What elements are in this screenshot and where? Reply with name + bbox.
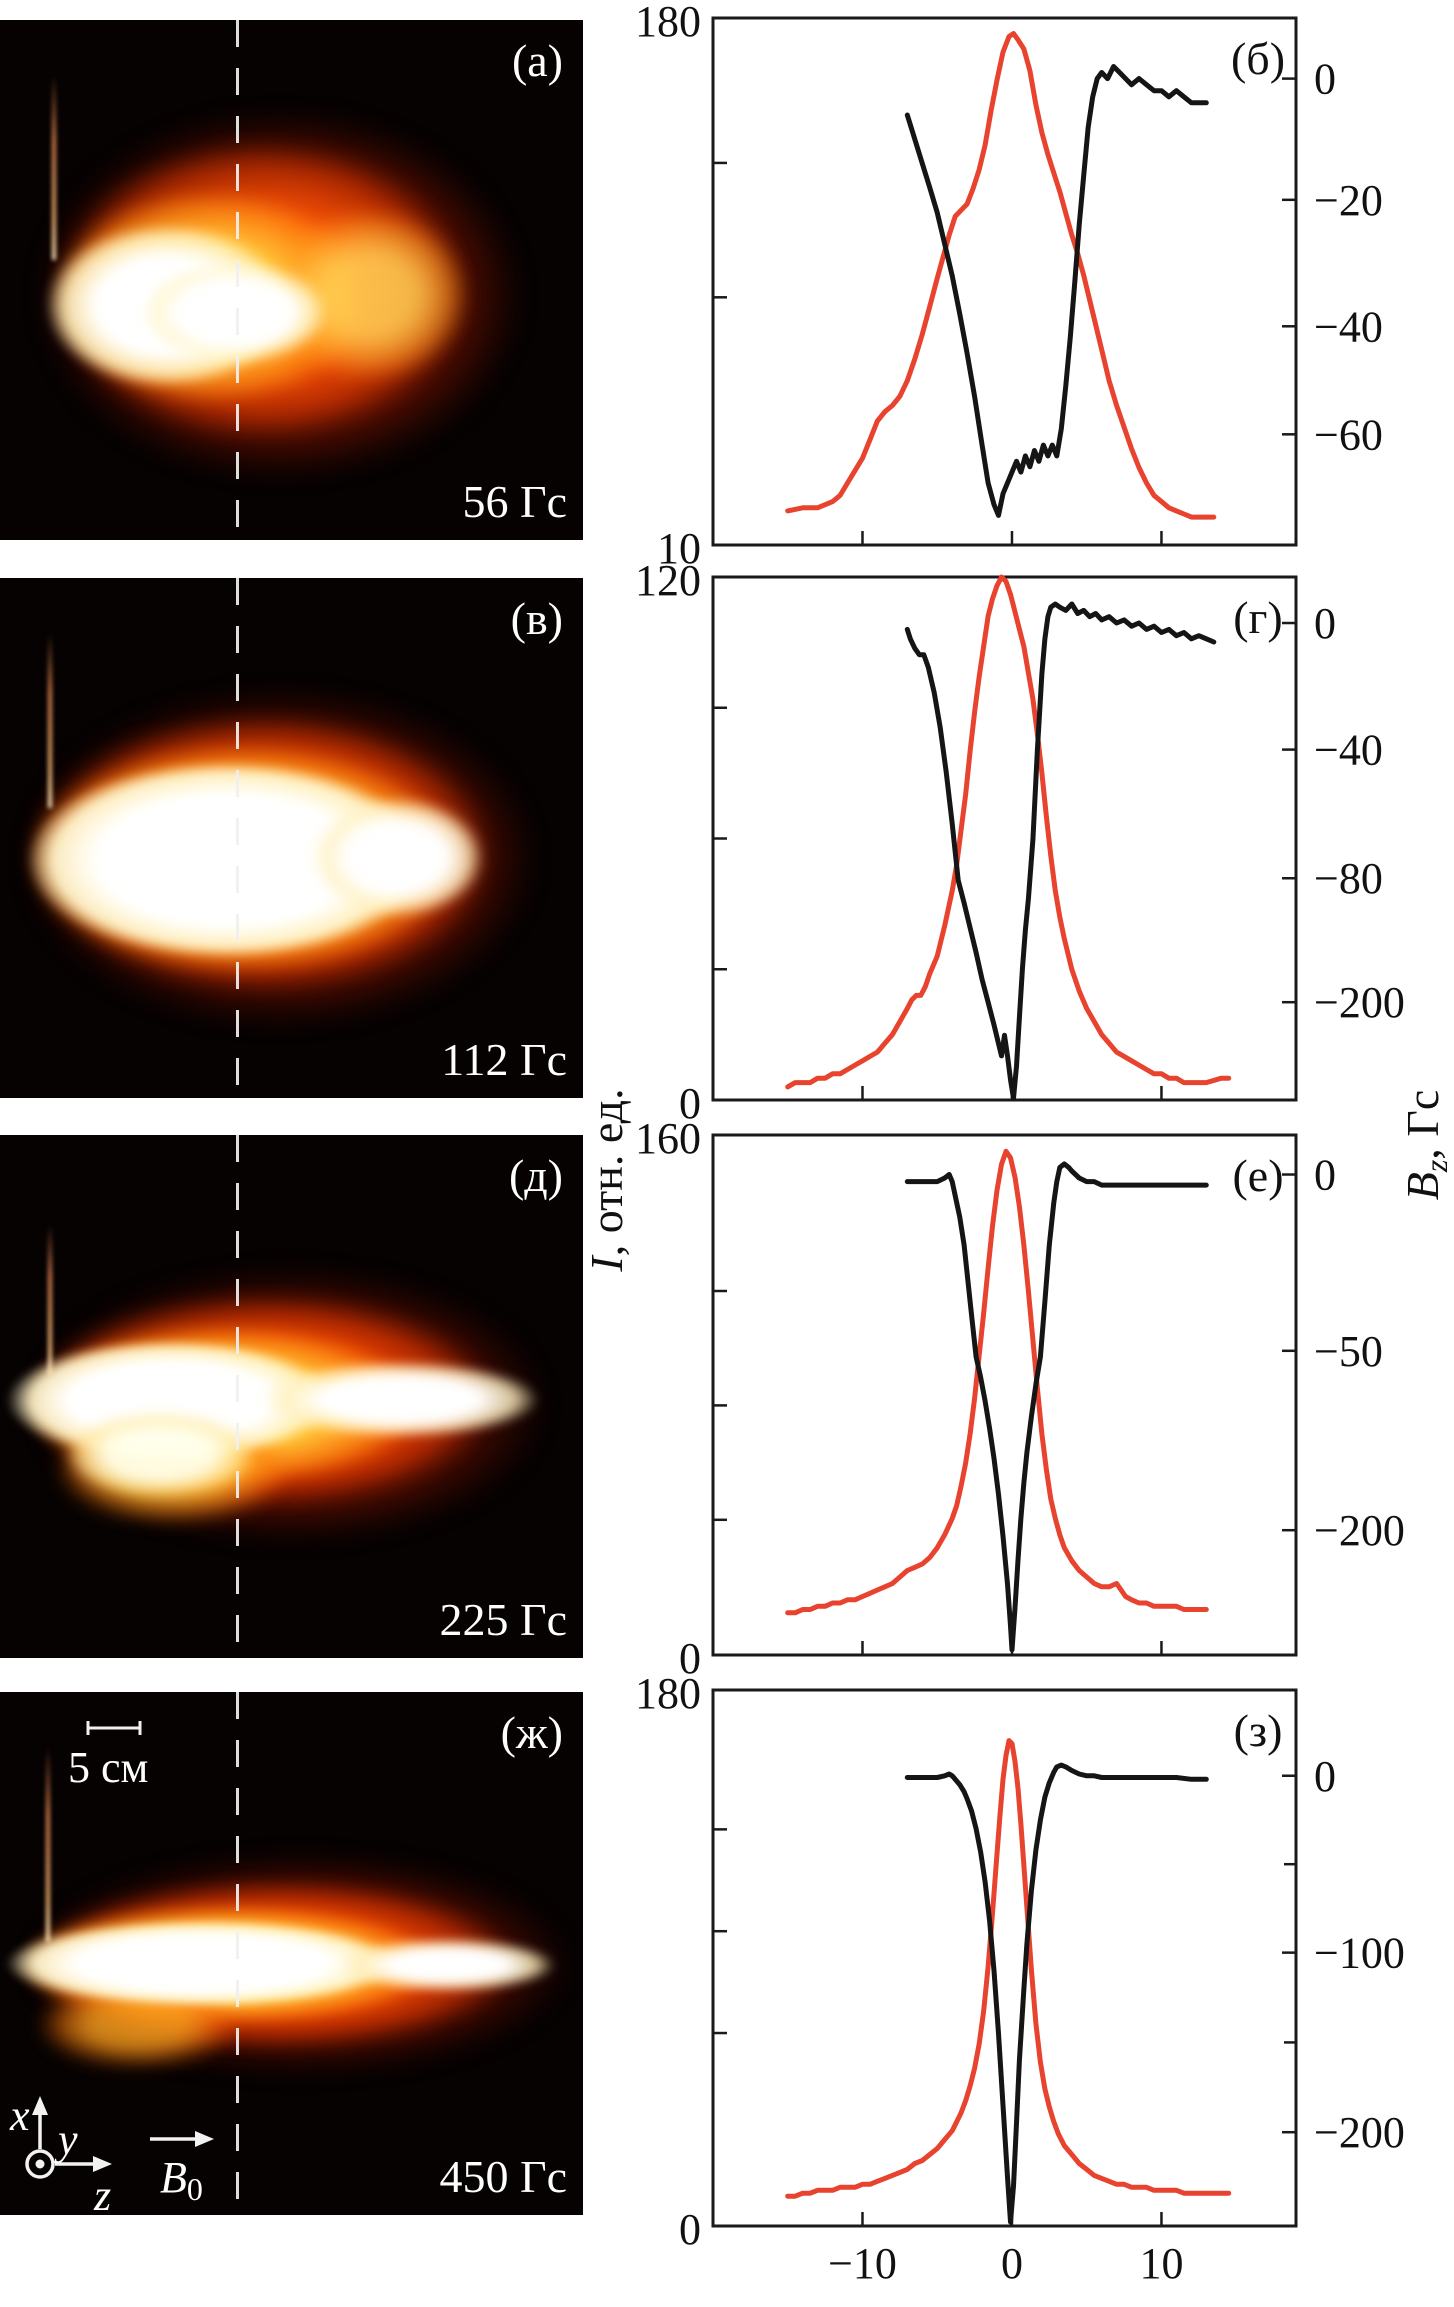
plot-panel-tag: (г) <box>1233 592 1283 643</box>
plasma-white-core <box>130 255 340 370</box>
field-strength-label: 225 Гс <box>439 1594 567 1645</box>
z-arrowhead <box>93 2156 112 2172</box>
left-axis-title: I, отн. ед. <box>581 1088 632 1272</box>
left-axis-bottom-label: 0 <box>679 1634 701 1683</box>
panel-tag: (ж) <box>500 1707 563 1758</box>
scale-bar <box>86 1721 142 1735</box>
plot-(г): 120 0 0 −40 −80 −200 (г) <box>635 556 1405 1128</box>
right-tick-label: −100 <box>1314 1929 1405 1978</box>
x-tick-label: 10 <box>1139 2239 1183 2288</box>
bz-curve <box>904 64 1209 518</box>
x-tick-label: −10 <box>828 2239 897 2288</box>
x-axis-title: x, см <box>957 2293 1051 2307</box>
panel-tag: (в) <box>510 593 563 644</box>
dashed-line <box>236 1692 239 2215</box>
plot-frame <box>711 575 1298 1102</box>
plasma-spike <box>46 1747 50 1942</box>
coordinate-axes <box>25 2096 112 2179</box>
panel-tag: (а) <box>511 35 563 86</box>
plot-frame <box>711 1133 1298 1657</box>
plasma-image-panel-zh: (ж) 450 Гс 5 см x y z <box>0 1692 583 2215</box>
y-axis-letter: y <box>54 2115 78 2164</box>
x-arrowhead <box>32 2096 48 2115</box>
plasma-image-panel-v: (в) 112 Гс <box>0 578 583 1098</box>
plot-frame <box>711 16 1298 547</box>
right-tick-label: 0 <box>1314 1752 1336 1801</box>
plasma-lower-lobe-bright <box>55 1407 265 1502</box>
plasma-image-panel-a: (а) 56 Гс <box>0 20 583 540</box>
field-strength-label: 450 Гс <box>439 2151 567 2202</box>
field-strength-label: 112 Гс <box>441 1034 567 1085</box>
b0-label: B0 <box>160 2153 203 2207</box>
x-tick-label: 0 <box>1001 2239 1023 2288</box>
plasma-spike <box>48 1225 52 1375</box>
z-axis-letter: z <box>93 2171 111 2215</box>
intensity-curve <box>785 574 1232 1090</box>
right-tick-label: −50 <box>1314 1327 1383 1376</box>
plasma-white-tip <box>330 1936 565 1994</box>
left-axis-top-label: 180 <box>635 1669 701 1718</box>
y-out-of-plane-icon <box>25 2149 55 2179</box>
dashed-line <box>236 1135 239 1658</box>
right-axis-title: Bz, Гс <box>1397 1090 1454 1201</box>
plot-panel-tag: (б) <box>1231 33 1285 84</box>
plasma-spike <box>48 633 52 808</box>
field-strength-label: 56 Гс <box>462 476 567 527</box>
x-axis-letter: x <box>9 2091 30 2140</box>
left-axis-top-label: 180 <box>635 0 701 46</box>
plasma-image-panel-d: (д) 225 Гс <box>0 1135 583 1658</box>
left-axis-top-label: 120 <box>635 556 701 605</box>
plasma-spike <box>52 75 56 260</box>
right-tick-label: −20 <box>1314 176 1383 225</box>
b0-vector-arrow <box>150 2131 214 2147</box>
plot-(е): 160 0 0 −50 −200 (е) <box>635 1114 1405 1683</box>
dashed-line <box>236 578 239 1098</box>
right-tick-label: −40 <box>1314 726 1383 775</box>
right-tick-label: 0 <box>1314 1151 1336 1200</box>
right-tick-label: −60 <box>1314 410 1383 459</box>
right-tick-label: 0 <box>1314 599 1336 648</box>
plot-panel-tag: (з) <box>1234 1705 1283 1756</box>
left-axis-top-label: 160 <box>635 1114 701 1163</box>
right-tick-label: 0 <box>1314 55 1336 104</box>
bz-curve <box>904 1762 1209 2225</box>
intensity-curve <box>785 1738 1232 2199</box>
panel-tag: (д) <box>508 1150 563 1201</box>
left-axis-bottom-label: 0 <box>679 2205 701 2254</box>
scale-bar-label: 5 см <box>68 1743 148 1792</box>
right-tick-label: −200 <box>1314 978 1405 1027</box>
right-tick-label: −40 <box>1314 302 1383 351</box>
plot-frame <box>711 1688 1298 2228</box>
plot-panel-tag: (е) <box>1232 1150 1283 1201</box>
intensity-curve <box>785 31 1217 520</box>
plasma-white-tip <box>300 790 495 925</box>
y-out-of-plane-dot <box>35 2159 45 2169</box>
bz-curve <box>904 601 1217 1101</box>
right-tick-label: −200 <box>1314 2108 1405 2157</box>
right-tick-label: −200 <box>1314 1506 1405 1555</box>
left-axis-bottom-label: 0 <box>679 1079 701 1128</box>
intensity-curve <box>785 1148 1209 1616</box>
dashed-line <box>236 20 239 540</box>
plot-(б): 180 10 0 −20 −40 −60 (б) <box>635 0 1383 573</box>
right-tick-label: −80 <box>1314 854 1383 903</box>
bz-curve <box>904 1161 1209 1653</box>
left-axis-bottom-label: 10 <box>657 524 701 573</box>
plasma-white-tail <box>245 1357 555 1442</box>
